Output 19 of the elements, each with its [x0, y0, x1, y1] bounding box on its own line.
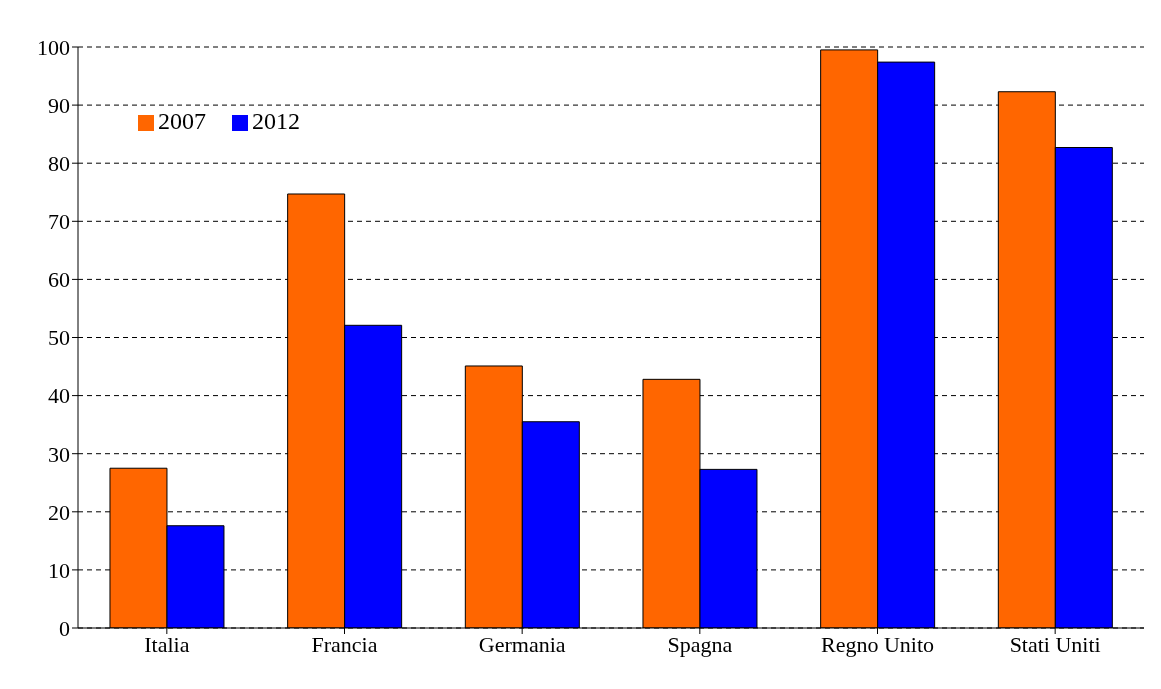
y-tick-label: 10	[48, 557, 70, 583]
y-tick-label: 40	[48, 383, 70, 409]
y-tick-label: 70	[48, 209, 70, 235]
y-tick-label: 90	[48, 92, 70, 118]
x-tick-label: Spagna	[667, 631, 733, 657]
legend-label: 2007	[158, 108, 206, 134]
y-tick-label: 60	[48, 267, 70, 293]
y-tick-label: 0	[59, 615, 70, 641]
y-tick-label: 80	[48, 151, 70, 177]
y-tick-label: 30	[48, 441, 70, 467]
x-tick-label: Italia	[144, 631, 190, 657]
x-tick-label: Francia	[311, 631, 378, 657]
y-tick-label: 100	[37, 34, 70, 60]
x-tick-label: Regno Unito	[820, 631, 935, 657]
x-tick-label: Germania	[478, 631, 566, 657]
y-tick-label: 20	[48, 499, 70, 525]
y-tick-label: 50	[48, 325, 70, 351]
legend-label: 2012	[252, 108, 300, 134]
x-tick-label: Stati Uniti	[1009, 631, 1101, 657]
